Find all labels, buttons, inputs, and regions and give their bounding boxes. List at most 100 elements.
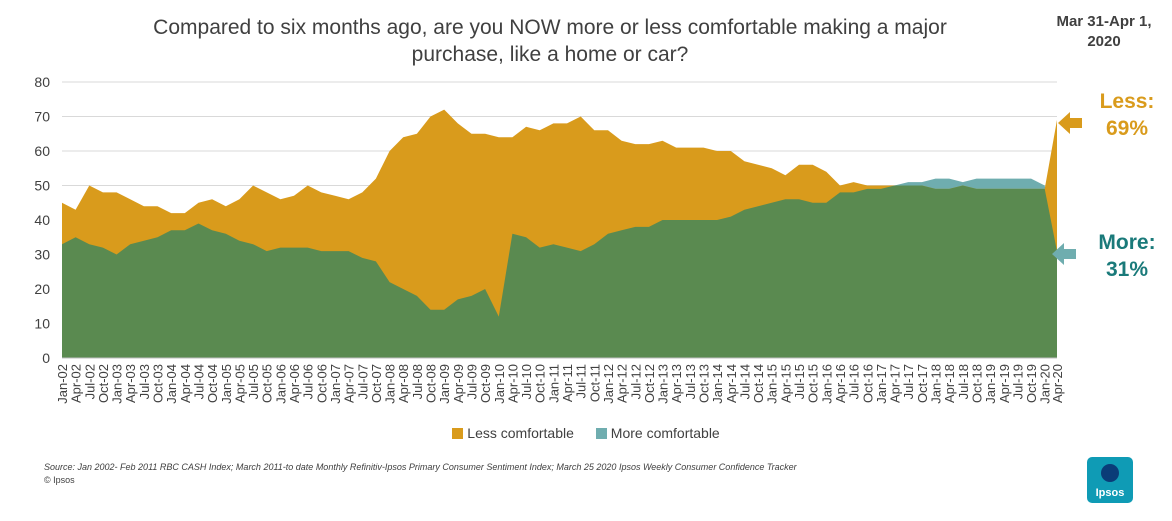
x-tick-label: Jan-04 (164, 364, 179, 404)
less-callout-label: Less: (1099, 90, 1155, 113)
y-tick-label-80: 80 (34, 74, 50, 90)
x-tick-label: Jan-07 (328, 364, 343, 404)
x-tick-label: Apr-14 (724, 364, 739, 403)
less-callout: Less: 69% (1082, 88, 1172, 142)
source-note: Source: Jan 2002- Feb 2011 RBC CASH Inde… (44, 462, 797, 472)
x-tick-label: Oct-04 (205, 364, 220, 403)
x-tick-label: Jul-14 (737, 364, 752, 399)
x-tick-label: Jan-12 (601, 364, 616, 404)
legend-swatch-less (452, 428, 464, 439)
legend-label-more: More comfortable (610, 425, 720, 441)
x-tick-label: Jul-08 (410, 364, 425, 399)
x-tick-label: Jul-05 (246, 364, 261, 399)
x-tick-label: Apr-16 (833, 364, 848, 403)
y-tick-label-60: 60 (34, 143, 50, 159)
x-tick-label: Jul-12 (628, 364, 643, 399)
x-tick-label: Apr-07 (342, 364, 357, 403)
x-tick-label: Apr-13 (669, 364, 684, 403)
x-tick-label: Oct-18 (969, 364, 984, 403)
x-tick-label: Apr-02 (69, 364, 84, 403)
more-callout-label: More: (1098, 231, 1156, 254)
x-tick-label: Jul-15 (792, 364, 807, 399)
x-tick-label: Apr-18 (942, 364, 957, 403)
legend-swatch-more (595, 428, 607, 439)
x-tick-label: Jan-10 (492, 364, 507, 404)
x-tick-label: Jul-06 (301, 364, 316, 399)
logo-mark-icon (1101, 464, 1119, 482)
x-tick-label: Oct-02 (96, 364, 111, 403)
x-tick-label: Jan-02 (55, 364, 70, 404)
x-tick-label: Apr-04 (178, 364, 193, 403)
x-tick-label: Jan-15 (765, 364, 780, 404)
x-tick-label: Jan-16 (819, 364, 834, 404)
x-tick-label: Jan-05 (219, 364, 234, 404)
x-tick-label: Jul-11 (574, 364, 589, 398)
legend-item-more: More comfortable (595, 425, 720, 441)
x-tick-label: Oct-08 (424, 364, 439, 403)
x-tick-label: Apr-20 (1050, 364, 1065, 403)
x-tick-label: Oct-16 (860, 364, 875, 403)
x-tick-label: Oct-06 (314, 364, 329, 403)
y-tick-label-10: 10 (34, 316, 50, 332)
series-area-overlap (62, 185, 1057, 358)
x-tick-label: Apr-08 (396, 364, 411, 403)
x-tick-label: Apr-12 (615, 364, 630, 403)
y-tick-label-0: 0 (42, 350, 50, 366)
x-tick-label: Apr-10 (505, 364, 520, 403)
x-tick-label: Apr-09 (451, 364, 466, 403)
x-tick-label: Oct-15 (806, 364, 821, 403)
y-tick-label-50: 50 (34, 178, 50, 194)
y-tick-label-70: 70 (34, 109, 50, 125)
x-tick-label: Oct-13 (696, 364, 711, 403)
x-tick-label: Apr-05 (232, 364, 247, 403)
x-tick-label: Jan-17 (874, 364, 889, 404)
x-tick-label: Oct-11 (587, 364, 602, 402)
copyright: © Ipsos (44, 475, 75, 485)
x-tick-label: Jul-13 (683, 364, 698, 399)
x-tick-label: Oct-07 (369, 364, 384, 403)
x-tick-label: Jul-07 (355, 364, 370, 399)
x-tick-label: Jul-19 (1010, 364, 1025, 399)
x-tick-label: Oct-14 (751, 364, 766, 403)
x-tick-label: Jan-18 (929, 364, 944, 404)
x-tick-label: Oct-09 (478, 364, 493, 403)
y-tick-label-40: 40 (34, 212, 50, 228)
x-tick-label: Apr-11 (560, 364, 575, 402)
x-tick-label: Jan-06 (273, 364, 288, 404)
x-tick-label: Jul-02 (82, 364, 97, 399)
x-tick-label: Jan-08 (383, 364, 398, 404)
less-arrow-icon (1058, 112, 1082, 134)
logo-text: Ipsos (1095, 487, 1125, 499)
x-tick-label: Jan-03 (110, 364, 125, 404)
x-tick-label: Jul-17 (901, 364, 916, 399)
x-tick-label: Oct-05 (260, 364, 275, 403)
x-tick-label: Oct-03 (151, 364, 166, 403)
date-label: Mar 31-Apr 1, 2020 (1056, 13, 1152, 50)
x-tick-label: Jul-03 (137, 364, 152, 399)
more-arrow-icon (1052, 243, 1076, 265)
x-tick-label: Apr-17 (888, 364, 903, 403)
more-callout-value: 31% (1105, 258, 1149, 281)
x-tick-label: Apr-19 (997, 364, 1012, 403)
x-tick-label: Jul-10 (519, 364, 534, 399)
x-tick-label: Jul-16 (847, 364, 862, 399)
x-tick-label: Oct-17 (915, 364, 930, 403)
chart-legend: Less comfortable More comfortable (0, 425, 1172, 441)
x-tick-label: Jul-18 (956, 364, 971, 399)
x-tick-label: Oct-12 (642, 364, 657, 403)
x-tick-label: Apr-06 (287, 364, 302, 403)
legend-item-less: Less comfortable (452, 425, 574, 441)
x-tick-label: Jan-19 (983, 364, 998, 404)
ipsos-logo: Ipsos (1087, 457, 1133, 503)
x-tick-label: Jan-13 (656, 364, 671, 404)
x-tick-label: Jul-09 (464, 364, 479, 399)
y-tick-label-20: 20 (34, 281, 50, 297)
x-tick-label: Oct-10 (533, 364, 548, 403)
less-callout-value: 69% (1105, 117, 1149, 140)
x-tick-label: Oct-19 (1024, 364, 1039, 403)
chart-title: Compared to six months ago, are you NOW … (153, 16, 947, 66)
x-tick-label: Jan-14 (710, 364, 725, 404)
x-tick-label: Apr-15 (778, 364, 793, 403)
legend-label-less: Less comfortable (467, 425, 574, 441)
more-callout: More: 31% (1082, 229, 1172, 283)
